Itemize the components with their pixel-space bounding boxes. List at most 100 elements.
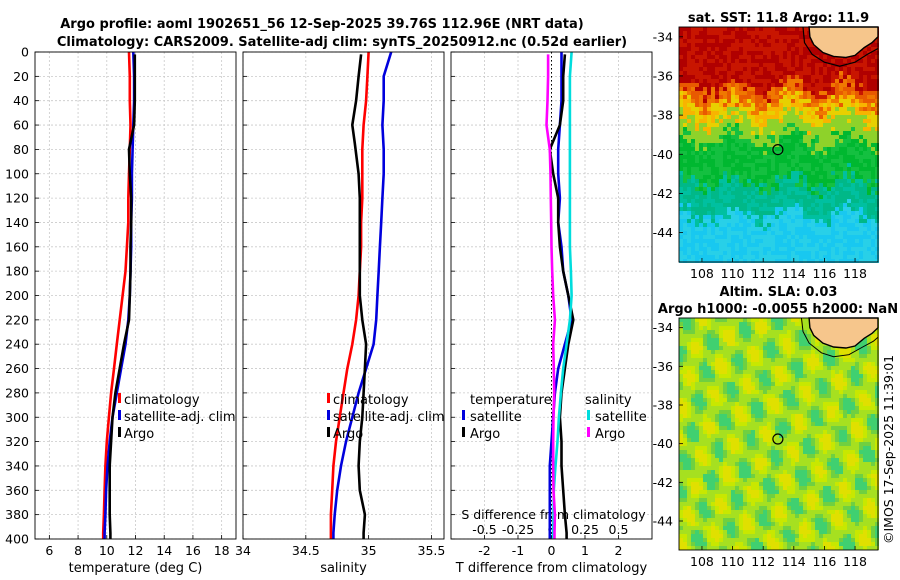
- sst-map-heatmap-cell: [847, 219, 851, 223]
- sst-map-heatmap-cell: [727, 219, 731, 223]
- sla-map-heatmap-cell: [811, 394, 815, 398]
- sst-map-heatmap-cell: [683, 247, 687, 251]
- sla-map-heatmap-cell: [851, 346, 855, 350]
- sst-map-heatmap-cell: [875, 147, 879, 151]
- sst-map-heatmap-cell: [759, 259, 763, 263]
- sla-map-heatmap-cell: [795, 414, 799, 418]
- sla-map-heatmap-cell: [755, 354, 759, 358]
- sla-map-heatmap-cell: [807, 362, 811, 366]
- sst-map-heatmap-cell: [771, 171, 775, 175]
- salinity-xtick-label: 34.5: [292, 543, 320, 558]
- sst-map-heatmap-cell: [739, 115, 743, 119]
- sst-map-heatmap-cell: [819, 107, 823, 111]
- sla-map-heatmap-cell: [687, 386, 691, 390]
- sst-map-heatmap-cell: [811, 147, 815, 151]
- sst-map-heatmap-cell: [815, 87, 819, 91]
- sst-map-heatmap-cell: [811, 47, 815, 51]
- salinity-legend-swatch: [327, 427, 330, 437]
- sla-map-title: Altim. SLA: 0.03: [720, 285, 838, 300]
- sla-map-heatmap-cell: [707, 442, 711, 446]
- sst-map-heatmap-cell: [767, 159, 771, 163]
- sst-map-heatmap-cell: [791, 63, 795, 67]
- sst-map-heatmap-cell: [767, 91, 771, 95]
- sst-map-heatmap-cell: [795, 99, 799, 103]
- sst-map-heatmap-cell: [683, 99, 687, 103]
- sla-map-heatmap-cell: [775, 450, 779, 454]
- sst-map-heatmap-cell: [779, 255, 783, 259]
- sst-map-heatmap-cell: [719, 63, 723, 67]
- sst-map-heatmap-cell: [867, 259, 871, 263]
- sla-map-heatmap-cell: [727, 386, 731, 390]
- sst-map-heatmap-cell: [863, 199, 867, 203]
- sst-map-heatmap-cell: [787, 219, 791, 223]
- sla-map-heatmap-cell: [699, 438, 703, 442]
- sla-map-heatmap-cell: [859, 426, 863, 430]
- sst-map-heatmap-cell: [819, 199, 823, 203]
- sst-map-heatmap-cell: [835, 247, 839, 251]
- sla-map-heatmap-cell: [691, 458, 695, 462]
- sst-map-heatmap-cell: [839, 199, 843, 203]
- sst-map-heatmap-cell: [755, 75, 759, 79]
- sst-map-heatmap-cell: [703, 175, 707, 179]
- sst-map-heatmap-cell: [803, 59, 807, 63]
- sst-map-heatmap-cell: [715, 43, 719, 47]
- sla-map-heatmap-cell: [743, 330, 747, 334]
- sst-map-heatmap-cell: [683, 167, 687, 171]
- sla-map-heatmap-cell: [707, 454, 711, 458]
- sst-map-heatmap-cell: [815, 259, 819, 263]
- sst-map-heatmap-cell: [871, 103, 875, 107]
- sst-map-heatmap-cell: [851, 239, 855, 243]
- sst-map-heatmap-cell: [747, 163, 751, 167]
- sst-map-heatmap-cell: [791, 203, 795, 207]
- sst-map-heatmap-cell: [799, 123, 803, 127]
- sst-map-heatmap-cell: [875, 219, 879, 223]
- sst-map-heatmap-cell: [767, 39, 771, 43]
- sla-map-heatmap-cell: [699, 318, 703, 322]
- sst-map-heatmap-cell: [835, 155, 839, 159]
- sst-map-heatmap-cell: [727, 135, 731, 139]
- sst-map-heatmap-cell: [851, 171, 855, 175]
- sst-map-heatmap-cell: [719, 139, 723, 143]
- sst-map-heatmap-cell: [739, 127, 743, 131]
- sla-map-heatmap-cell: [855, 350, 859, 354]
- sla-map-heatmap-cell: [759, 366, 763, 370]
- sst-map-heatmap-cell: [799, 251, 803, 255]
- sla-map-heatmap-cell: [767, 346, 771, 350]
- sla-map-heatmap-cell: [843, 434, 847, 438]
- sst-map-heatmap-cell: [811, 203, 815, 207]
- sla-map-heatmap-cell: [867, 386, 871, 390]
- sla-map-heatmap-cell: [771, 382, 775, 386]
- sst-map-heatmap-cell: [751, 123, 755, 127]
- sst-map-heatmap-cell: [855, 71, 859, 75]
- sla-map-heatmap-cell: [799, 386, 803, 390]
- sst-map-heatmap-cell: [827, 199, 831, 203]
- sla-map-heatmap-cell: [799, 322, 803, 326]
- sst-map-heatmap-cell: [743, 199, 747, 203]
- sst-map-heatmap-cell: [847, 115, 851, 119]
- sst-map-heatmap-cell: [679, 151, 683, 155]
- sla-map-heatmap-cell: [739, 378, 743, 382]
- sst-map-heatmap-cell: [747, 27, 751, 31]
- sla-map-heatmap-cell: [755, 322, 759, 326]
- sst-map-heatmap-cell: [719, 191, 723, 195]
- sla-map-heatmap-cell: [807, 370, 811, 374]
- sst-map-heatmap-cell: [719, 151, 723, 155]
- sst-map-heatmap-cell: [695, 163, 699, 167]
- sla-map-heatmap-cell: [779, 434, 783, 438]
- sst-map-heatmap-cell: [871, 175, 875, 179]
- sla-map-heatmap-cell: [687, 334, 691, 338]
- sst-map-heatmap-cell: [683, 63, 687, 67]
- sla-map-heatmap-cell: [723, 338, 727, 342]
- sla-map-heatmap-cell: [831, 438, 835, 442]
- sst-map-heatmap-cell: [831, 239, 835, 243]
- sst-map-heatmap-cell: [819, 159, 823, 163]
- sst-map-heatmap-cell: [783, 63, 787, 67]
- sst-map-heatmap-cell: [751, 215, 755, 219]
- sst-map-heatmap-cell: [747, 151, 751, 155]
- sst-map-heatmap-cell: [807, 183, 811, 187]
- sst-map-heatmap-cell: [819, 251, 823, 255]
- sst-map-heatmap-cell: [699, 223, 703, 227]
- sst-map-heatmap-cell: [767, 227, 771, 231]
- sst-map-heatmap-cell: [787, 35, 791, 39]
- sst-map-heatmap-cell: [759, 239, 763, 243]
